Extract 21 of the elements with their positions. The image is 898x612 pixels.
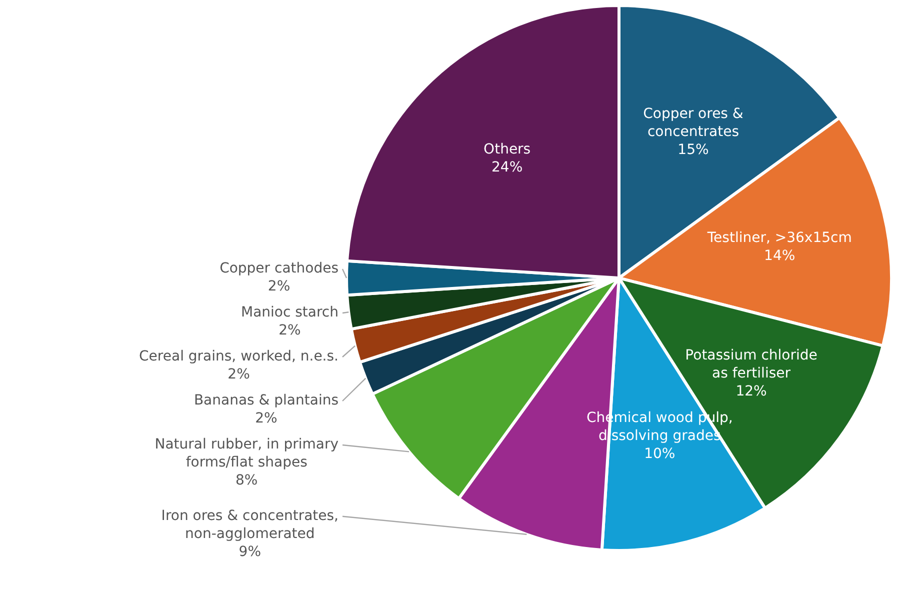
data-label: 2% — [268, 278, 290, 295]
slice-label: Others — [484, 141, 531, 158]
slice-label: Natural rubber, in primary forms/flat shapes — [154, 436, 338, 471]
data-label: 2% — [255, 410, 278, 427]
slice-label: Copper ores & concentrates — [643, 106, 744, 140]
data-label: 9% — [238, 544, 262, 560]
data-label: 24% — [492, 159, 523, 176]
data-label: 2% — [278, 322, 301, 339]
slice-label: Manioc starch — [240, 304, 338, 321]
data-label: 14% — [764, 248, 796, 264]
slice-label: Potassium chloride as fertiliser — [685, 348, 818, 382]
slice-label: Cereal grains, worked, n.e.s. — [139, 348, 339, 365]
slice-label: Bananas & plantains — [194, 392, 339, 409]
data-label: 12% — [736, 384, 767, 400]
slice-label: Testliner, >36x15cm — [706, 230, 852, 246]
data-label: 10% — [644, 446, 676, 462]
data-label: 15% — [678, 142, 709, 158]
data-label: 8% — [236, 472, 258, 489]
slice-label: Iron ores & concentrates, non-agglomerated — [161, 508, 339, 542]
data-label: 2% — [228, 366, 250, 383]
slice-label: Copper cathodes — [220, 260, 339, 277]
